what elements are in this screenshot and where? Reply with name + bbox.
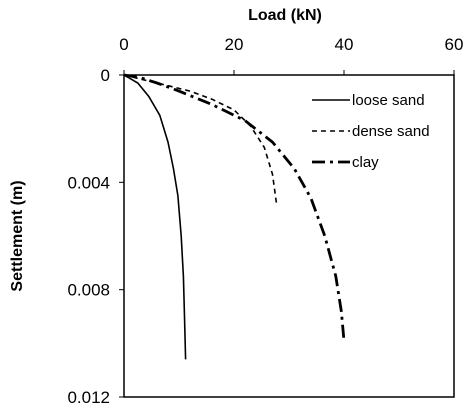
legend: loose sand dense sand clay xyxy=(312,92,430,171)
x-tick-label: 40 xyxy=(335,35,354,54)
plot-frame xyxy=(123,74,455,398)
y-axis-ticks: 0 0.004 0.008 0.012 xyxy=(67,66,124,407)
y-tick-label: 0 xyxy=(101,66,110,85)
y-tick-label: 0.008 xyxy=(67,281,110,300)
x-tick-label: 0 xyxy=(119,35,128,54)
x-axis-title: Load (kN) xyxy=(248,7,322,24)
series-line-clay xyxy=(123,73,346,341)
y-tick-label: 0.004 xyxy=(67,173,110,192)
x-tick-label: 60 xyxy=(445,35,464,54)
series-line-dense-sand xyxy=(123,74,278,207)
legend-label: loose sand xyxy=(352,92,425,109)
legend-label: dense sand xyxy=(352,123,430,140)
series-line-loose-sand xyxy=(123,74,187,360)
series-lines xyxy=(123,73,346,360)
y-axis-title: Settlement (m) xyxy=(9,180,26,291)
legend-label: clay xyxy=(352,154,379,171)
x-axis-ticks: 0 20 40 60 xyxy=(119,35,463,75)
x-tick-label: 20 xyxy=(225,35,244,54)
y-tick-label: 0.012 xyxy=(67,388,110,407)
